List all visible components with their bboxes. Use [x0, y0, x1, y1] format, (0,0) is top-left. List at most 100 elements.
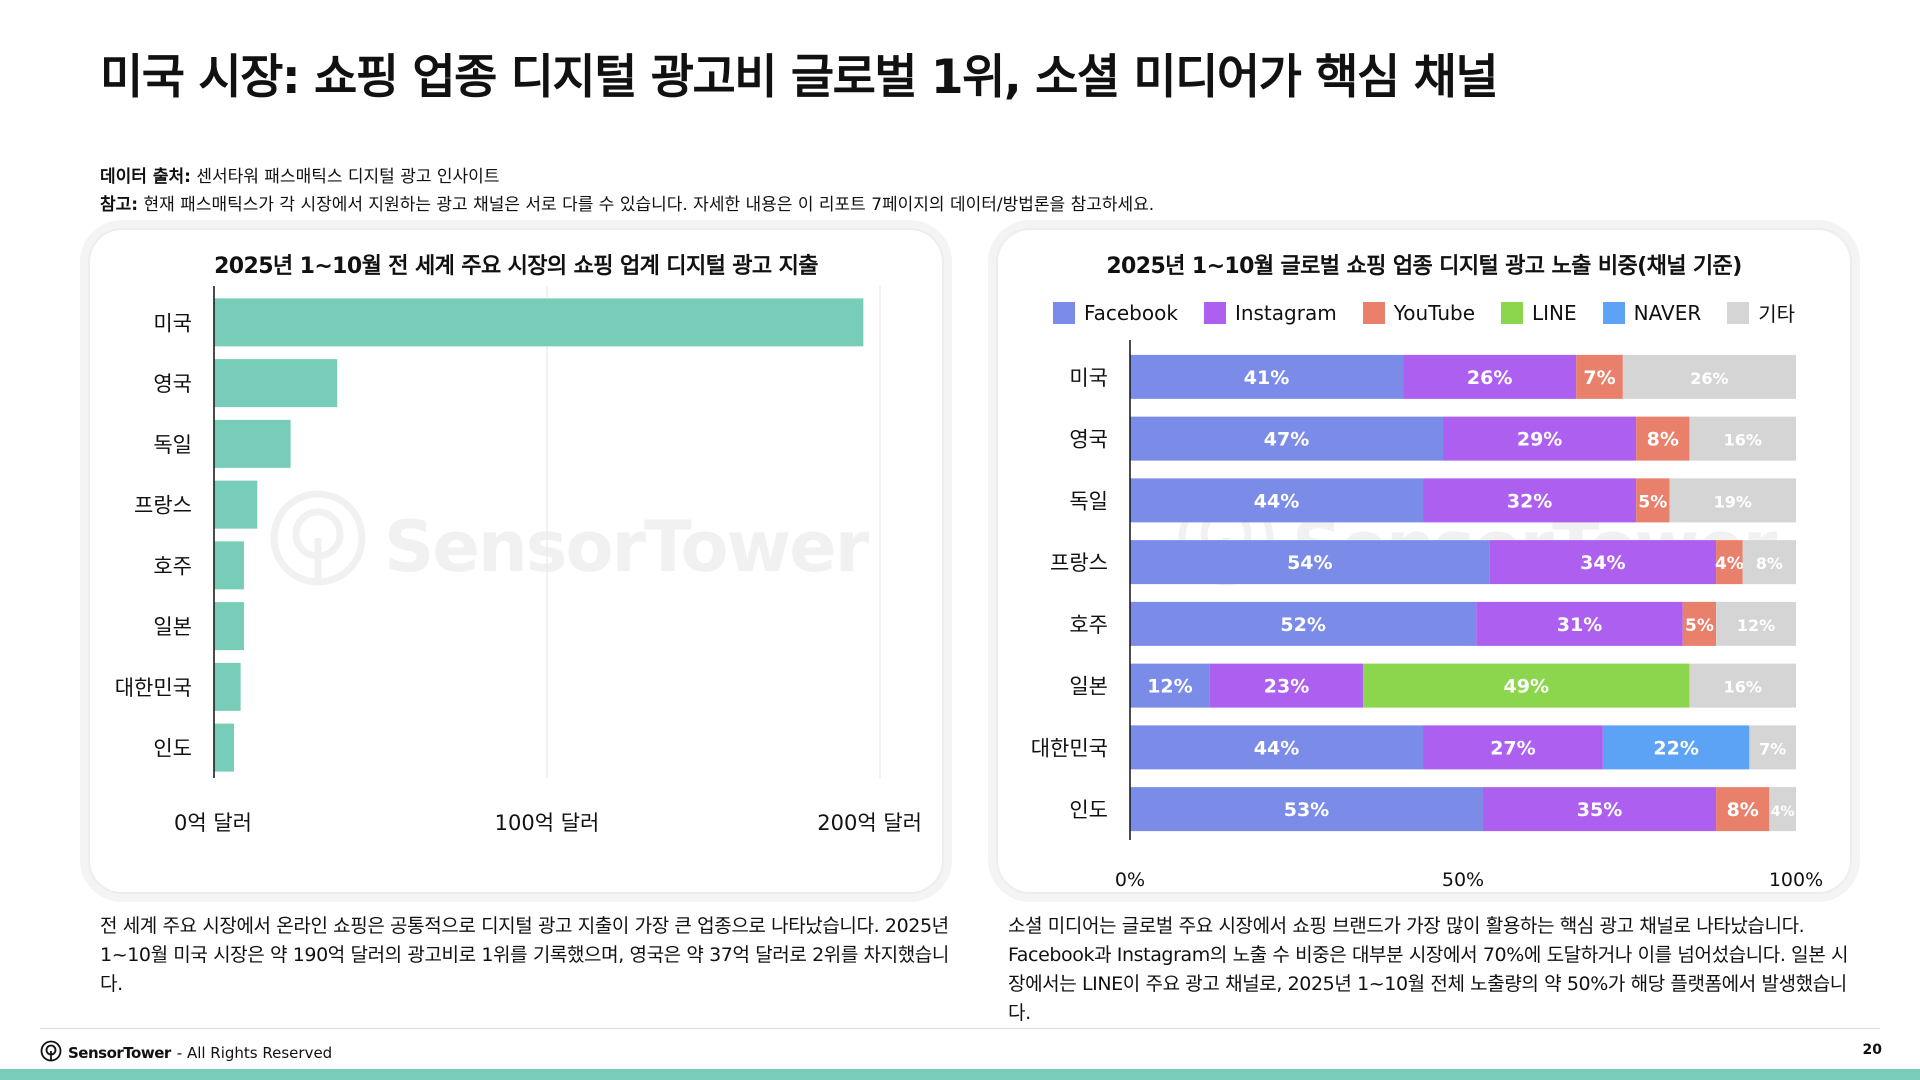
- legend-item: Instagram: [1203, 298, 1337, 327]
- page-title: 미국 시장: 쇼핑 업종 디지털 광고비 글로벌 1위, 소셜 미디어가 핵심 …: [100, 50, 1499, 105]
- data-label: 27%: [1490, 737, 1535, 759]
- segment-기타: [1622, 354, 1796, 399]
- sensortower-watermark-icon: [270, 490, 366, 603]
- data-label: 16%: [1724, 431, 1762, 450]
- legend-label: Instagram: [1234, 300, 1337, 325]
- bar-3: [214, 480, 258, 529]
- data-label: 23%: [1264, 676, 1309, 698]
- segment-instagram: [1489, 540, 1717, 585]
- data-label: 7%: [1759, 739, 1786, 758]
- legend-swatch: [1727, 301, 1750, 324]
- category-label: 대한민국: [1031, 736, 1108, 760]
- page-number: 20: [1862, 1042, 1882, 1058]
- category-label: 영국: [1069, 428, 1108, 452]
- footer-rights: - All Rights Reserved: [176, 1044, 333, 1062]
- x-tick-label: 50%: [1442, 869, 1484, 891]
- bottom-accent-bar: [0, 1069, 1920, 1080]
- legend-swatch: [1501, 301, 1524, 324]
- bar-4: [214, 541, 244, 590]
- data-note-label: 참고:: [100, 195, 139, 215]
- data-label: 7%: [1583, 367, 1615, 389]
- category-label: 인도: [1069, 798, 1108, 822]
- segment-facebook: [1130, 540, 1490, 585]
- segment-instagram: [1476, 601, 1683, 646]
- segment-youtube: [1716, 540, 1743, 585]
- category-label: 독일: [1069, 489, 1108, 513]
- data-label: 26%: [1467, 367, 1512, 389]
- watermark: SensorTower: [270, 490, 869, 603]
- x-tick-label: 0억 달러: [174, 811, 252, 835]
- data-label: 8%: [1647, 429, 1679, 451]
- legend-label: 기타: [1758, 302, 1796, 326]
- data-note: 참고: 현재 패스매틱스가 각 시장에서 지원하는 광고 채널은 서로 다를 수…: [100, 190, 1154, 215]
- segment-naver: [1602, 725, 1750, 770]
- category-label: 일본: [153, 615, 192, 639]
- channel-share-stacked-bar-chart: 0% 50% 100% 미국 41% 26% 7% 26% 영국 47% 29% 8% 16% 독일 44%…: [1031, 340, 1823, 891]
- segment-facebook: [1130, 663, 1210, 708]
- legend-swatch: [1602, 301, 1625, 324]
- legend-item: Facebook: [1052, 298, 1178, 327]
- category-label: 일본: [1069, 675, 1108, 699]
- data-source: 데이터 출처: 센서타워 패스매틱스 디지털 광고 인사이트: [100, 162, 499, 187]
- ad-spend-chart-title: 2025년 1~10월 전 세계 주요 시장의 쇼핑 업계 디지털 광고 지출: [214, 254, 818, 279]
- category-label: 영국: [153, 372, 192, 396]
- sensortower-logo-icon: [40, 1040, 62, 1066]
- segment-facebook: [1130, 416, 1444, 461]
- data-label: 49%: [1504, 676, 1549, 698]
- x-tick-label: 0%: [1115, 869, 1145, 891]
- data-label: 4%: [1771, 804, 1795, 820]
- data-label: 52%: [1280, 614, 1325, 636]
- legend-label: YouTube: [1393, 300, 1476, 325]
- data-label: 53%: [1284, 799, 1329, 821]
- segment-instagram: [1443, 416, 1637, 461]
- legend-swatch: [1203, 301, 1226, 324]
- bar-2: [214, 419, 291, 468]
- segment-facebook: [1130, 601, 1477, 646]
- data-label: 4%: [1715, 554, 1744, 574]
- segment-youtube: [1576, 354, 1623, 399]
- segment-instagram: [1423, 478, 1637, 523]
- x-tick-label: 100억 달러: [495, 811, 600, 835]
- segment-기타: [1742, 540, 1796, 585]
- footer-brand: SensorTower: [68, 1044, 171, 1062]
- legend-item: YouTube: [1362, 298, 1476, 327]
- category-label: 인도: [153, 737, 192, 761]
- x-tick-label: 100%: [1769, 869, 1823, 891]
- data-label: 12%: [1737, 616, 1775, 635]
- legend-label: LINE: [1532, 300, 1577, 325]
- data-label: 44%: [1254, 737, 1299, 759]
- data-label: 26%: [1690, 369, 1728, 388]
- segment-기타: [1716, 601, 1796, 646]
- legend-label: Facebook: [1083, 300, 1178, 325]
- channel-legend: Facebook Instagram YouTube LINE NAVER 기타: [998, 298, 1850, 327]
- category-label: 미국: [1069, 366, 1108, 390]
- segment-instagram: [1423, 725, 1603, 770]
- segment-line: [1363, 663, 1690, 708]
- segment-기타: [1769, 787, 1796, 832]
- bar-1: [214, 359, 338, 408]
- bar-0: [214, 298, 864, 347]
- data-label: 5%: [1638, 492, 1667, 512]
- legend-item: 기타: [1727, 298, 1795, 327]
- legend-swatch: [1362, 301, 1385, 324]
- footer-divider: [40, 1028, 1880, 1029]
- data-label: 47%: [1264, 429, 1309, 451]
- data-label: 8%: [1756, 554, 1783, 573]
- legend-item: LINE: [1501, 298, 1577, 327]
- data-label: 54%: [1287, 552, 1332, 574]
- bar-6: [214, 662, 241, 711]
- legend-swatch: [1052, 301, 1075, 324]
- data-source-label: 데이터 출처:: [100, 167, 191, 187]
- data-label: 34%: [1580, 552, 1625, 574]
- data-label: 5%: [1685, 616, 1714, 636]
- data-label: 41%: [1244, 367, 1289, 389]
- watermark-text: SensorTower: [384, 505, 869, 588]
- segment-youtube: [1682, 601, 1717, 646]
- data-label: 16%: [1724, 678, 1762, 697]
- data-label: 22%: [1653, 737, 1698, 759]
- category-label: 프랑스: [134, 494, 192, 518]
- data-label: 31%: [1557, 614, 1602, 636]
- segment-youtube: [1636, 416, 1690, 461]
- data-label: 44%: [1254, 490, 1299, 512]
